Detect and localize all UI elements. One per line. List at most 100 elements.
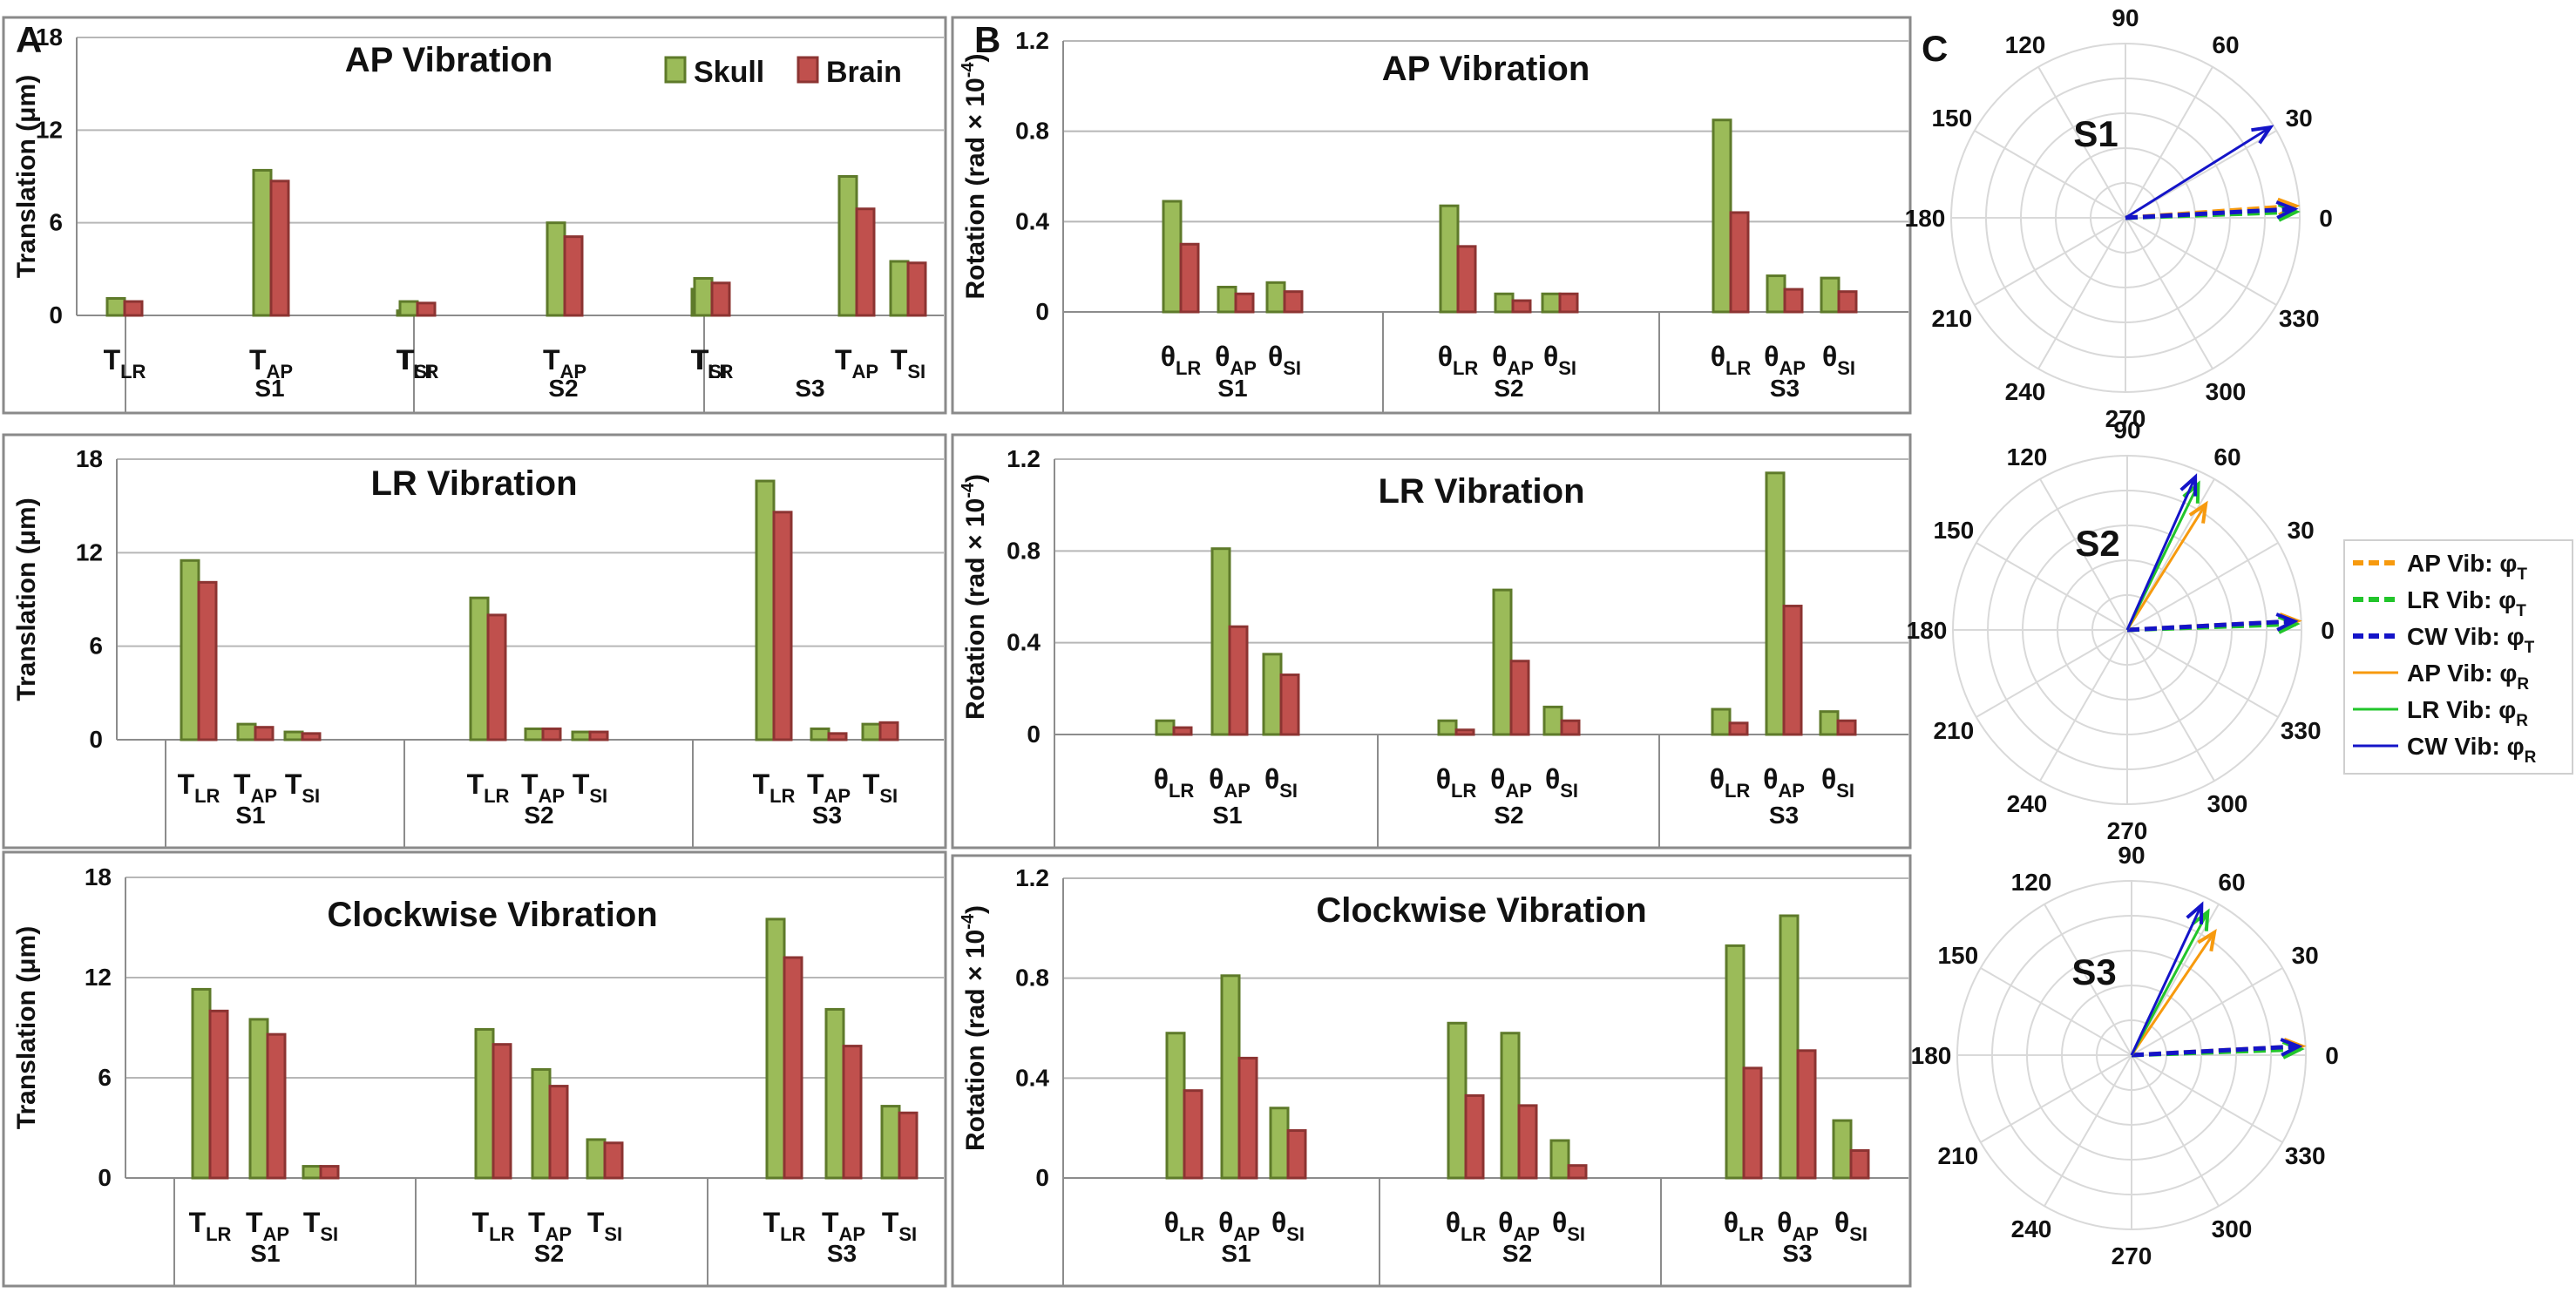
bar-skull-a2-2 — [283, 730, 304, 741]
polar-angle-label: 300 — [2212, 1215, 2253, 1242]
category-label-sub: SI — [1558, 357, 1576, 379]
bar-brain-b3-1 — [1237, 1056, 1258, 1180]
category-label-main: θ — [1821, 763, 1836, 795]
polar-vector-arrowhead — [2281, 1040, 2305, 1059]
polar-legend-label-sub: R — [2517, 675, 2529, 694]
polar-vector-3 — [2125, 125, 2272, 220]
category-label-sub: SI — [1279, 780, 1298, 802]
category-label-main: T — [178, 768, 195, 800]
category-label-sub: AP — [1513, 1223, 1540, 1245]
y-axis-label: Translation (μm) — [12, 926, 41, 1129]
category-label-sub: LR — [1739, 1223, 1764, 1245]
category-label-main: θ — [1164, 1207, 1179, 1238]
y-tick-label: 0.4 — [1015, 1064, 1049, 1091]
category-label: θSI — [1264, 763, 1298, 802]
category-label-sub: AP — [1230, 357, 1257, 379]
bar-skull-a2-3 — [469, 596, 490, 741]
category-label: θAP — [1764, 341, 1806, 379]
bar-skull-b1-7 — [1766, 274, 1786, 314]
category-label-main: T — [543, 344, 560, 376]
category-label: TAP — [521, 768, 565, 807]
legend-swatch-brain — [797, 56, 819, 84]
polar-angle-label: 120 — [2007, 443, 2048, 470]
bar-legend: Skull Brain — [664, 56, 902, 89]
category-label-sub: SI — [1836, 780, 1854, 802]
y-tick-label: 0.4 — [1007, 629, 1041, 656]
category-label: θAP — [1218, 1207, 1260, 1245]
category-label-sub: AP — [851, 361, 878, 382]
category-label-sub: LR — [1179, 1223, 1204, 1245]
bar-skull-b2-2 — [1262, 653, 1283, 736]
chart-frame — [2, 850, 947, 1288]
polar-angle-label: 180 — [1905, 205, 1946, 232]
polar-spoke — [1980, 967, 2132, 1056]
bar-brain-b2-3 — [1454, 728, 1475, 736]
chart-title: Clockwise Vibration — [327, 896, 657, 934]
polar-spoke — [2126, 629, 2215, 782]
bar-chart-b3: 0 0.4 0.8 1.2 Rotation (rad × 10-4) Clockwise… — [951, 854, 1912, 1288]
bar-brain-a1-3 — [416, 301, 437, 317]
y-axis-label: Rotation (rad × 10-4) — [959, 53, 990, 299]
category-label-main: θ — [1834, 1207, 1849, 1238]
group-label: S3 — [812, 802, 842, 829]
category-label-sub: LR — [413, 361, 438, 382]
bar-skull-b3-0 — [1165, 1032, 1186, 1180]
bar-skull-a2-7 — [810, 727, 830, 741]
category-label-sub: LR — [780, 1223, 805, 1245]
chart-title: LR Vibration — [1378, 472, 1584, 511]
category-label-sub: LR — [1169, 780, 1194, 802]
polar-legend-label-4: LR Vib: φR — [2407, 696, 2528, 730]
category-label: TAP — [543, 344, 586, 382]
polar-vector-arrowhead — [2188, 500, 2208, 524]
category-label-main: θ — [1710, 763, 1725, 795]
y-tick-label: 12 — [76, 538, 103, 565]
category-label: TAP — [528, 1207, 572, 1245]
polar-angle-label: 90 — [2113, 416, 2140, 443]
category-label-sub: AP — [1792, 1223, 1819, 1245]
y-tick-label: 12 — [36, 116, 63, 143]
bar-brain-a1-6 — [710, 281, 731, 317]
bar-brain-b1-7 — [1783, 288, 1804, 314]
panel-letter-b: B — [974, 19, 1000, 60]
y-tick-label: 0 — [1035, 1164, 1049, 1191]
category-label-sub: SI — [1286, 1223, 1305, 1245]
category-label: TAP — [822, 1207, 865, 1245]
polar-legend-label-sub: T — [2516, 602, 2526, 620]
category-label-sub: LR — [1453, 357, 1478, 379]
category-label-main: T — [285, 768, 302, 800]
polar-angle-label: 0 — [2319, 205, 2333, 232]
category-label: TAP — [835, 344, 878, 382]
chart-frame — [951, 16, 1912, 415]
bar-brain-a1-8 — [906, 261, 927, 317]
category-label: θSI — [1821, 763, 1854, 802]
bar-brain-a2-2 — [301, 732, 322, 741]
y-axis-label: Rotation (rad × 10-4) — [959, 474, 990, 720]
polar-spoke — [2125, 66, 2213, 219]
bar-brain-a2-8 — [878, 721, 899, 741]
y-tick-label: 6 — [89, 633, 103, 660]
category-label: TSI — [397, 344, 432, 382]
bar-brain-a2-3 — [486, 613, 507, 741]
polar-spoke — [1976, 629, 2128, 718]
bar-brain-b1-5 — [1558, 292, 1579, 314]
polar-vector-4 — [2130, 911, 2209, 1056]
bar-brain-a3-8 — [898, 1111, 919, 1180]
category-label: TLR — [397, 344, 439, 382]
category-label-sub: AP — [1507, 357, 1534, 379]
group-label: S2 — [1502, 1240, 1532, 1267]
y-tick-label: 12 — [85, 964, 112, 991]
chart-title: LR Vibration — [370, 464, 577, 503]
chart-title: AP Vibration — [1382, 50, 1590, 88]
panel-letter-c: C — [1922, 28, 1948, 69]
category-label-main: T — [467, 768, 485, 800]
category-label-sub: LR — [484, 785, 509, 807]
category-label-main: θ — [1264, 763, 1279, 795]
category-label-sub: AP — [824, 785, 851, 807]
bar-brain-a3-5 — [603, 1141, 624, 1180]
bar-brain-b2-4 — [1509, 660, 1530, 736]
category-label-main: θ — [1763, 763, 1778, 795]
category-label: TAP — [246, 1207, 289, 1245]
bar-brain-a1-4 — [563, 235, 584, 317]
category-label-main: θ — [1436, 763, 1451, 795]
bar-skull-b1-8 — [1820, 276, 1840, 314]
